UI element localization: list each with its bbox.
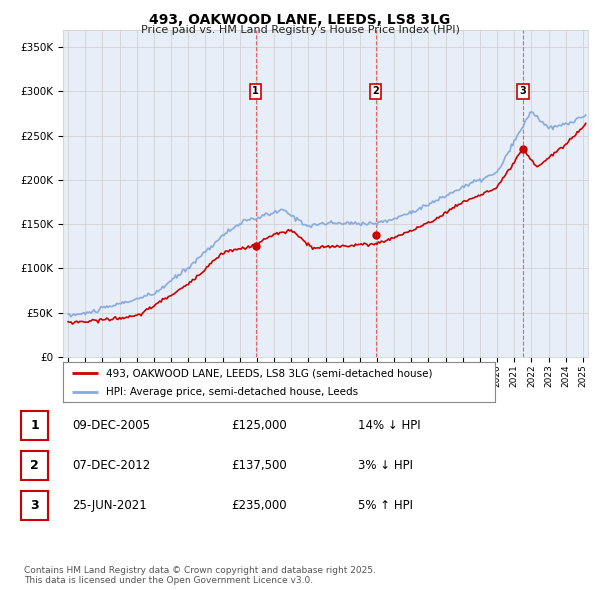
Text: 3: 3 [520,87,526,96]
Text: £125,000: £125,000 [231,419,287,432]
FancyBboxPatch shape [20,451,48,480]
Text: 493, OAKWOOD LANE, LEEDS, LS8 3LG: 493, OAKWOOD LANE, LEEDS, LS8 3LG [149,13,451,27]
Text: 5% ↑ HPI: 5% ↑ HPI [358,499,413,512]
FancyBboxPatch shape [20,411,48,440]
Text: 07-DEC-2012: 07-DEC-2012 [73,459,151,472]
Text: 493, OAKWOOD LANE, LEEDS, LS8 3LG (semi-detached house): 493, OAKWOOD LANE, LEEDS, LS8 3LG (semi-… [106,368,433,378]
Text: 2: 2 [30,459,39,472]
Text: 2: 2 [372,87,379,96]
Text: £137,500: £137,500 [231,459,287,472]
Text: 1: 1 [30,419,39,432]
Text: 09-DEC-2005: 09-DEC-2005 [73,419,151,432]
Text: 1: 1 [252,87,259,96]
Text: 14% ↓ HPI: 14% ↓ HPI [358,419,420,432]
Text: Price paid vs. HM Land Registry's House Price Index (HPI): Price paid vs. HM Land Registry's House … [140,25,460,35]
Text: Contains HM Land Registry data © Crown copyright and database right 2025.
This d: Contains HM Land Registry data © Crown c… [24,566,376,585]
Text: £235,000: £235,000 [231,499,287,512]
FancyBboxPatch shape [20,491,48,520]
Text: 3% ↓ HPI: 3% ↓ HPI [358,459,413,472]
Text: HPI: Average price, semi-detached house, Leeds: HPI: Average price, semi-detached house,… [106,386,358,396]
Text: 25-JUN-2021: 25-JUN-2021 [73,499,147,512]
Text: 3: 3 [30,499,39,512]
